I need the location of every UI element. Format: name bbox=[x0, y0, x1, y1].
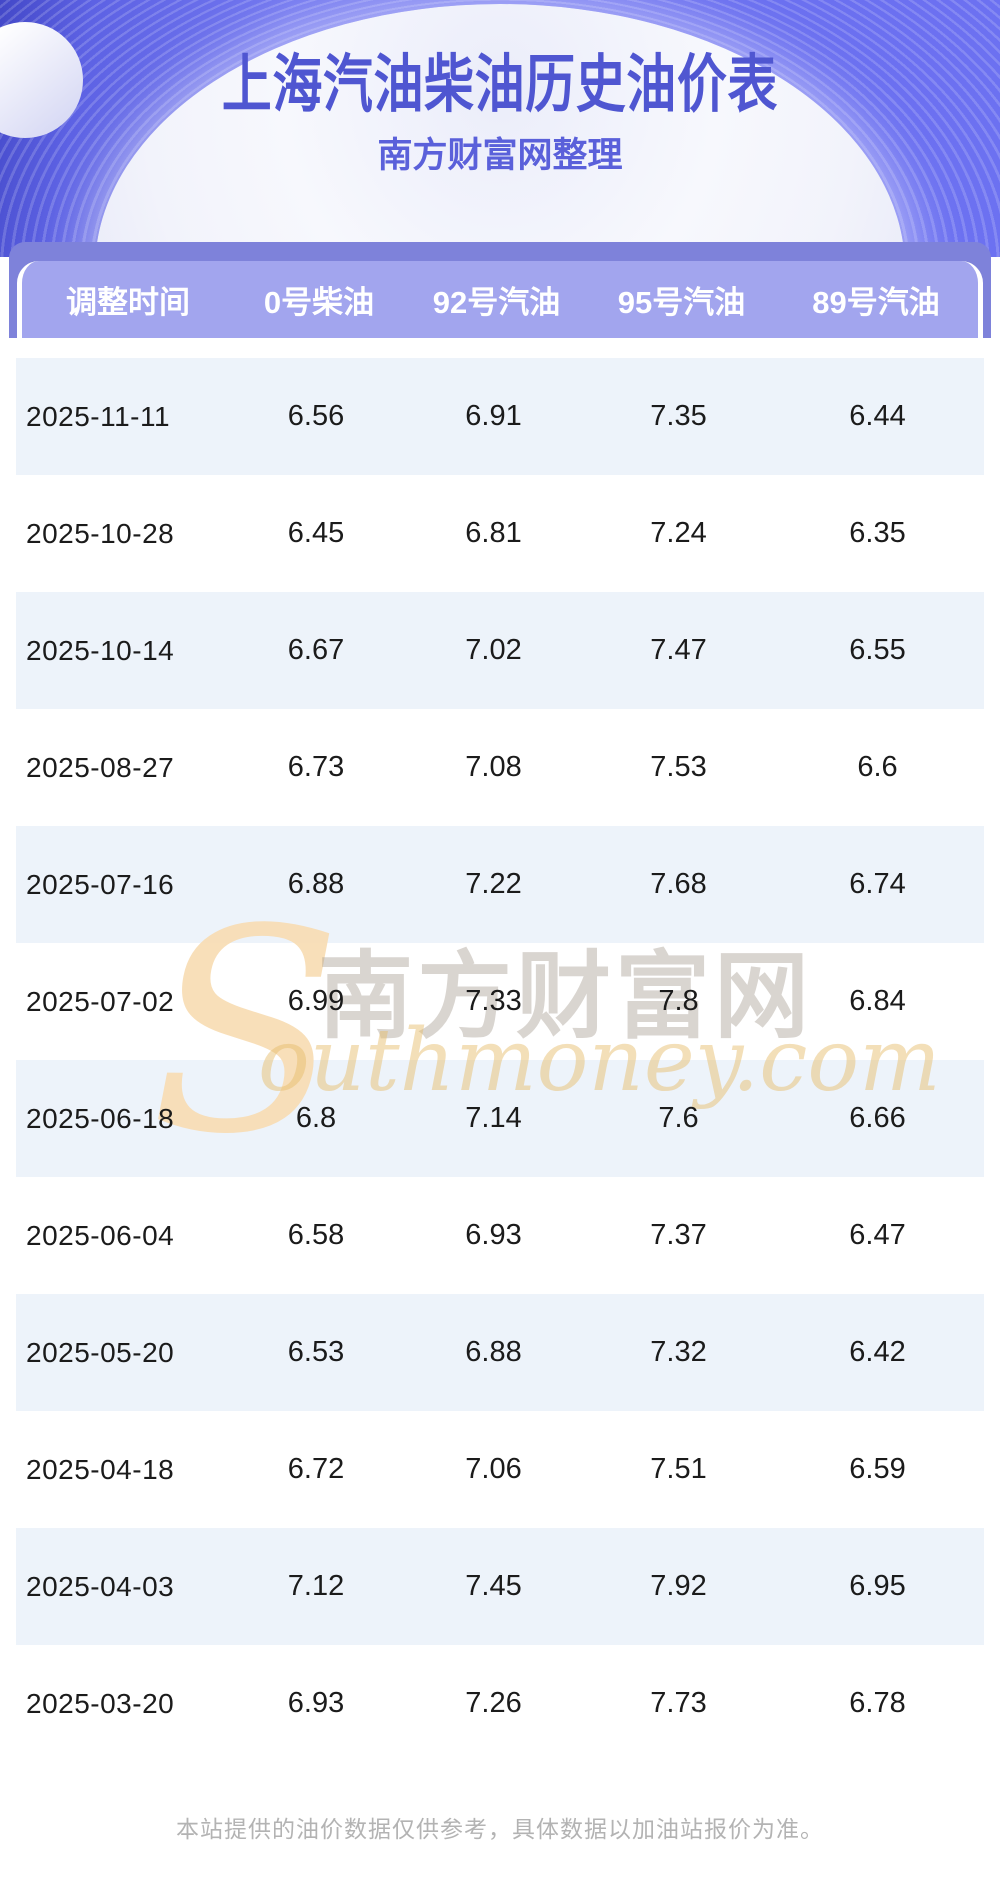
table-row: 2025-06-04 6.58 6.93 7.37 6.47 bbox=[16, 1177, 984, 1294]
row-gas89-price: 6.95 bbox=[849, 1570, 906, 1602]
row-gas92-price: 6.81 bbox=[465, 517, 522, 549]
row-diesel0-price: 6.88 bbox=[287, 868, 345, 900]
row-gas89-price: 6.78 bbox=[849, 1687, 906, 1719]
row-gas89-price: 6.84 bbox=[849, 985, 906, 1017]
column-header-gas-89: 89号汽油 bbox=[812, 285, 940, 320]
row-date: 2025-10-28 bbox=[26, 517, 175, 549]
row-gas95-price: 7.32 bbox=[650, 1336, 707, 1368]
table-header-backdrop: 调整时间 0号柴油 92号汽油 95号汽油 89号汽油 bbox=[9, 242, 991, 338]
row-gas89-price: 6.74 bbox=[849, 868, 906, 900]
row-date: 2025-10-14 bbox=[26, 634, 175, 666]
row-gas89-price: 6.47 bbox=[849, 1219, 906, 1251]
row-gas95-price: 7.68 bbox=[650, 868, 707, 900]
row-gas89-price: 6.55 bbox=[849, 634, 906, 666]
row-diesel0-price: 6.93 bbox=[287, 1687, 345, 1719]
row-gas92-price: 6.88 bbox=[465, 1336, 522, 1368]
table-row: 2025-04-03 7.12 7.45 7.92 6.95 bbox=[16, 1528, 984, 1645]
row-gas89-price: 6.6 bbox=[857, 751, 898, 783]
row-gas89-price: 6.44 bbox=[849, 400, 906, 432]
row-gas95-price: 7.47 bbox=[650, 634, 707, 666]
row-gas92-price: 6.91 bbox=[465, 400, 522, 432]
row-gas92-price: 7.06 bbox=[465, 1453, 522, 1485]
row-gas92-price: 7.02 bbox=[465, 634, 522, 666]
row-gas95-price: 7.6 bbox=[658, 1102, 699, 1134]
row-gas89-price: 6.59 bbox=[849, 1453, 906, 1485]
table-row: 2025-07-16 6.88 7.22 7.68 6.74 bbox=[16, 826, 984, 943]
table-row: 2025-10-14 6.67 7.02 7.47 6.55 bbox=[16, 592, 984, 709]
row-date: 2025-06-18 bbox=[26, 1102, 175, 1134]
table-row: 2025-03-20 6.93 7.26 7.73 6.78 bbox=[16, 1645, 984, 1762]
price-table-body: 2025-11-11 6.56 6.91 7.35 6.44 2025-10-2… bbox=[16, 358, 984, 1762]
row-date: 2025-06-04 bbox=[26, 1219, 175, 1251]
row-gas95-price: 7.51 bbox=[650, 1453, 707, 1485]
row-diesel0-price: 6.67 bbox=[287, 634, 345, 666]
row-gas92-price: 7.33 bbox=[465, 985, 522, 1017]
row-gas89-price: 6.66 bbox=[849, 1102, 906, 1134]
table-row: 2025-07-02 6.99 7.33 7.8 6.84 bbox=[16, 943, 984, 1060]
row-gas95-price: 7.53 bbox=[650, 751, 707, 783]
row-gas95-price: 7.35 bbox=[650, 400, 707, 432]
table-header-row: 调整时间 0号柴油 92号汽油 95号汽油 89号汽油 bbox=[17, 261, 983, 338]
row-date: 2025-11-11 bbox=[26, 400, 171, 432]
row-diesel0-price: 7.12 bbox=[287, 1570, 345, 1602]
column-header-diesel-0: 0号柴油 bbox=[263, 285, 375, 320]
table-row: 2025-06-18 6.8 7.14 7.6 6.66 bbox=[16, 1060, 984, 1177]
row-diesel0-price: 6.8 bbox=[295, 1102, 337, 1134]
row-gas95-price: 7.24 bbox=[650, 517, 707, 549]
footer-disclaimer: 本站提供的油价数据仅供参考，具体数据以加油站报价为准。 bbox=[176, 1816, 824, 1842]
row-diesel0-price: 6.72 bbox=[287, 1453, 345, 1485]
row-gas92-price: 7.22 bbox=[465, 868, 522, 900]
row-diesel0-price: 6.53 bbox=[287, 1336, 345, 1368]
column-header-date: 调整时间 bbox=[66, 285, 190, 320]
table-row: 2025-08-27 6.73 7.08 7.53 6.6 bbox=[16, 709, 984, 826]
row-gas92-price: 7.26 bbox=[465, 1687, 522, 1719]
row-date: 2025-05-20 bbox=[26, 1336, 175, 1368]
page-title: 上海汽油柴油历史油价表 bbox=[221, 50, 779, 120]
table-row: 2025-11-11 6.56 6.91 7.35 6.44 bbox=[16, 358, 984, 475]
row-diesel0-price: 6.58 bbox=[287, 1219, 345, 1251]
table-row: 2025-05-20 6.53 6.88 7.32 6.42 bbox=[16, 1294, 984, 1411]
row-date: 2025-08-27 bbox=[26, 751, 175, 783]
row-date: 2025-04-18 bbox=[26, 1453, 175, 1485]
column-header-gas-92: 92号汽油 bbox=[432, 285, 561, 320]
row-date: 2025-07-02 bbox=[26, 985, 175, 1017]
row-gas92-price: 6.93 bbox=[465, 1219, 522, 1251]
row-diesel0-price: 6.45 bbox=[287, 517, 345, 549]
row-gas89-price: 6.42 bbox=[849, 1336, 906, 1368]
row-date: 2025-03-20 bbox=[26, 1687, 175, 1719]
row-gas89-price: 6.35 bbox=[849, 517, 906, 549]
row-gas95-price: 7.37 bbox=[650, 1219, 707, 1251]
row-diesel0-price: 6.73 bbox=[287, 751, 345, 783]
row-diesel0-price: 6.56 bbox=[287, 400, 345, 432]
banner: 上海汽油柴油历史油价表 南方财富网整理 bbox=[0, 0, 1000, 257]
row-diesel0-price: 6.99 bbox=[287, 985, 345, 1017]
row-gas92-price: 7.14 bbox=[465, 1102, 522, 1134]
row-date: 2025-07-16 bbox=[26, 868, 175, 900]
row-gas92-price: 7.45 bbox=[465, 1570, 522, 1602]
row-gas95-price: 7.73 bbox=[650, 1687, 707, 1719]
column-header-gas-95: 95号汽油 bbox=[617, 285, 746, 320]
page-subtitle: 南方财富网整理 bbox=[377, 136, 623, 175]
row-gas92-price: 7.08 bbox=[465, 751, 522, 783]
table-row: 2025-10-28 6.45 6.81 7.24 6.35 bbox=[16, 475, 984, 592]
row-date: 2025-04-03 bbox=[26, 1570, 175, 1602]
table-row: 2025-04-18 6.72 7.06 7.51 6.59 bbox=[16, 1411, 984, 1528]
row-gas95-price: 7.8 bbox=[658, 985, 699, 1017]
row-gas95-price: 7.92 bbox=[650, 1570, 707, 1602]
